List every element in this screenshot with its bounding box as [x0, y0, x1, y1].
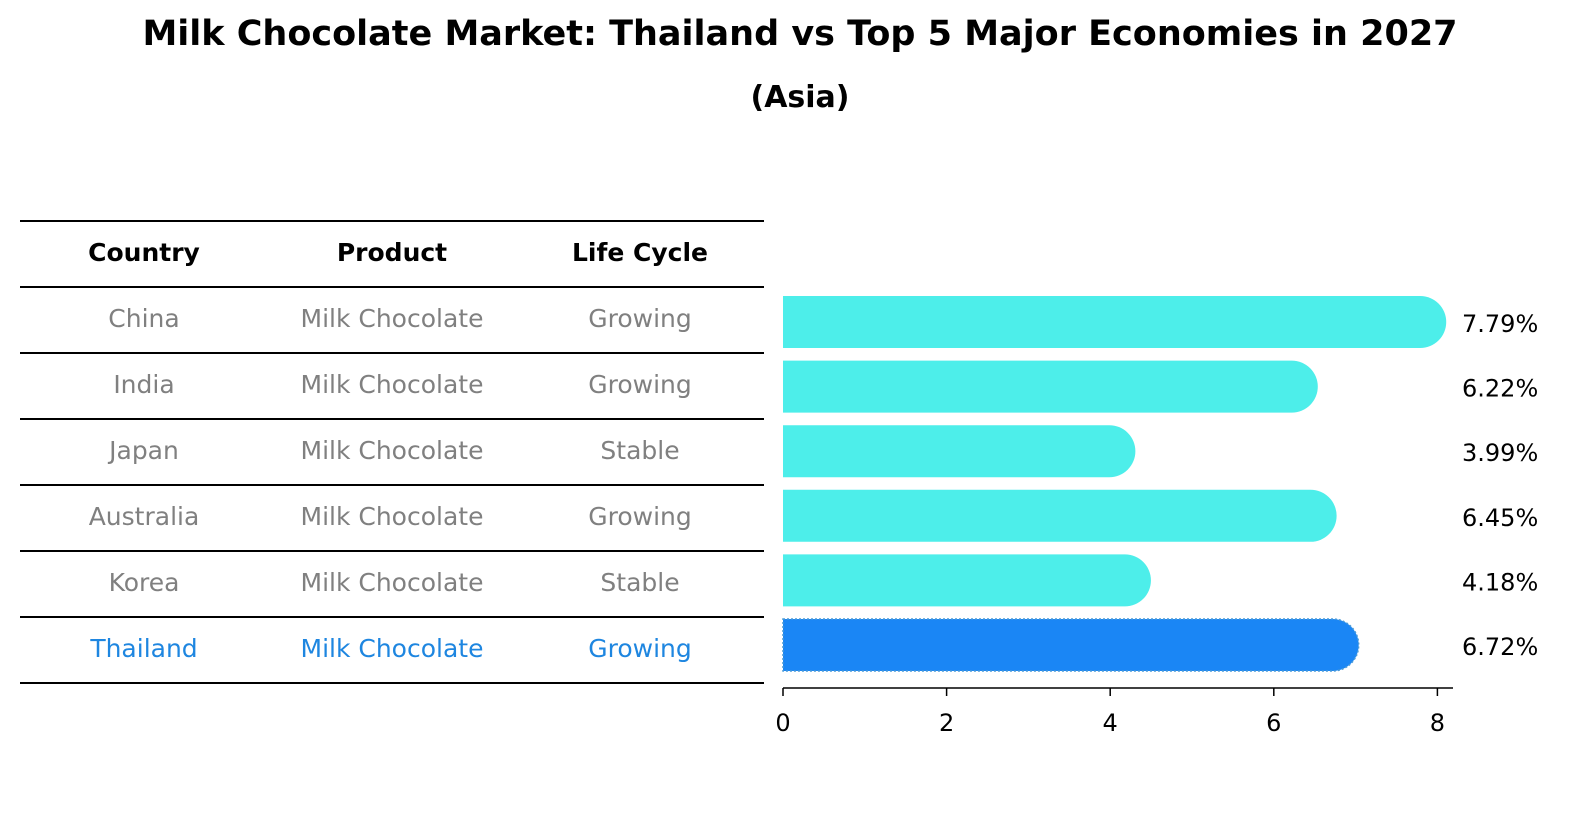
bar-value-label: 4.18%	[1462, 568, 1538, 596]
table-cell: Japan	[109, 436, 179, 465]
table-cell: India	[113, 370, 175, 399]
table-cell: Growing	[588, 370, 692, 399]
table-cell: Growing	[588, 502, 692, 531]
chart-title: Milk Chocolate Market: Thailand vs Top 5…	[142, 14, 1458, 54]
bar-value-label: 3.99%	[1462, 439, 1538, 467]
table-rule	[20, 220, 764, 222]
bar-thailand	[782, 618, 1360, 672]
bar-value-label: 6.72%	[1462, 633, 1538, 661]
table-cell: Stable	[600, 436, 680, 465]
table-rule	[20, 484, 764, 486]
table-cell: Milk Chocolate	[300, 502, 484, 531]
bar-china	[783, 296, 1447, 348]
table-cell: Growing	[588, 634, 692, 663]
chart-subtitle: (Asia)	[750, 80, 850, 115]
bar-india	[783, 360, 1318, 413]
table-cell: Milk Chocolate	[300, 568, 484, 597]
table-header-cell: Country	[88, 238, 200, 267]
table-cell: Stable	[600, 568, 680, 597]
table-rule	[20, 550, 764, 552]
table-cell: Milk Chocolate	[300, 634, 484, 663]
table-cell: Australia	[88, 502, 200, 531]
x-tick-label: 8	[1430, 709, 1445, 737]
table-cell: Milk Chocolate	[300, 436, 484, 465]
table-cell: Korea	[108, 568, 180, 597]
table-header-cell: Product	[336, 238, 448, 267]
table-cell: Milk Chocolate	[300, 304, 484, 333]
x-tick-label: 6	[1266, 709, 1281, 737]
x-tick-label: 4	[1103, 709, 1118, 737]
table-cell: Milk Chocolate	[300, 370, 484, 399]
bar-australia	[783, 489, 1337, 542]
table-cell: China	[108, 304, 180, 333]
table-cell: Growing	[588, 304, 692, 333]
bar-japan	[783, 425, 1136, 478]
bar-value-label: 6.22%	[1462, 375, 1538, 403]
table-rule	[20, 418, 764, 420]
table-rule	[20, 286, 764, 288]
table-rule	[20, 682, 764, 684]
bar-value-label: 7.79%	[1462, 310, 1538, 338]
table-rule	[20, 352, 764, 354]
bar-chart: 7.79% 6.22% 3.99% 6.45% 4.18% 6.72% 0 2 4 6 8	[775, 296, 1538, 737]
x-tick-label: 2	[939, 709, 954, 737]
x-tick-label: 0	[775, 709, 790, 737]
table-header-cell: Life Cycle	[571, 238, 709, 267]
table-cell: Thailand	[90, 634, 198, 663]
bar-korea	[783, 554, 1151, 607]
bar-value-label: 6.45%	[1462, 504, 1538, 532]
table-rule	[20, 616, 764, 618]
